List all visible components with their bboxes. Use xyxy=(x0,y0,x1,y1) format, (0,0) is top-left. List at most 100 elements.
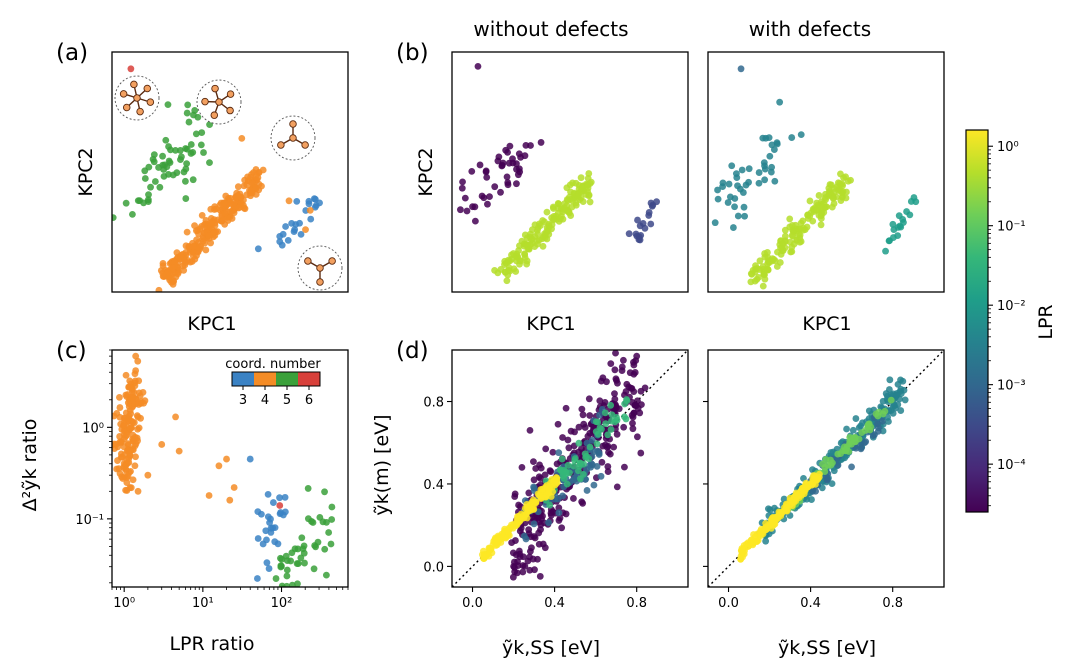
scatter-point xyxy=(815,211,823,219)
scatter-point xyxy=(494,269,502,277)
scatter-point xyxy=(571,428,578,436)
scatter-point xyxy=(532,498,540,506)
scatter-point xyxy=(882,247,889,255)
scatter-point xyxy=(815,192,823,199)
scatter-point xyxy=(182,248,190,256)
scatter-point xyxy=(519,562,527,569)
scatter-point xyxy=(321,545,329,553)
scatter-point xyxy=(328,516,336,523)
scatter-point xyxy=(112,214,117,221)
scatter-point xyxy=(618,363,626,371)
scatter-point xyxy=(525,526,533,534)
scatter-point xyxy=(603,378,610,386)
x-tick-label: 0.0 xyxy=(718,596,739,611)
scatter-point xyxy=(216,201,224,209)
scatter-point xyxy=(637,387,645,395)
scatter-point xyxy=(812,487,819,495)
scatter-point xyxy=(515,150,523,158)
scatter-point xyxy=(604,468,612,475)
scatter-point xyxy=(768,141,776,149)
scatter-point xyxy=(564,208,572,216)
scatter-point xyxy=(136,392,144,400)
scatter-point xyxy=(144,471,152,479)
scatter-point xyxy=(848,463,855,471)
scatter-point xyxy=(537,495,545,503)
scatter-point xyxy=(792,221,799,229)
scatter-point xyxy=(879,417,886,425)
scatter-point xyxy=(305,200,313,208)
scatter-point xyxy=(827,461,835,469)
scatter-point xyxy=(875,424,882,432)
scatter-point xyxy=(531,221,539,229)
colorbar-label: LPR xyxy=(1035,304,1057,339)
scatter-point xyxy=(297,230,305,238)
scatter-point xyxy=(309,519,317,526)
scatter-point xyxy=(731,195,739,202)
scatter-point xyxy=(830,188,838,196)
scatter-point xyxy=(127,447,134,455)
scatter-point xyxy=(191,107,199,114)
scatter-point xyxy=(788,134,796,141)
scatter-point xyxy=(207,239,215,247)
scatter-point xyxy=(141,175,149,182)
scatter-point xyxy=(531,534,539,542)
scatter-point xyxy=(836,179,844,187)
scatter-point xyxy=(151,178,159,185)
scatter-point xyxy=(206,121,213,129)
xlabel-b-right: KPC1 xyxy=(802,313,851,335)
scatter-point xyxy=(189,252,197,260)
plot-b-right xyxy=(707,51,945,293)
scatter-point xyxy=(546,501,554,509)
scatter-point xyxy=(210,229,218,236)
scatter-point xyxy=(783,501,791,509)
scatter-point xyxy=(586,412,594,419)
scatter-point xyxy=(769,255,776,263)
scatter-point xyxy=(116,413,124,421)
scatter-point xyxy=(550,205,557,212)
scatter-point xyxy=(585,395,593,403)
scatter-point xyxy=(505,266,513,274)
colorbar: 10⁰ 10⁻¹ 10⁻² 10⁻³ 10⁻⁴ xyxy=(965,129,1026,513)
plot-a xyxy=(111,51,349,293)
scatter-point xyxy=(894,232,902,240)
scatter-point xyxy=(509,250,517,257)
scatter-point xyxy=(269,524,277,532)
scatter-point xyxy=(566,181,574,189)
scatter-point xyxy=(846,440,853,448)
scatter-point xyxy=(307,215,315,223)
scatter-point xyxy=(906,211,914,219)
scatter-point xyxy=(571,457,579,464)
scatter-point xyxy=(227,199,234,207)
scatter-point xyxy=(621,463,628,471)
scatter-point xyxy=(198,129,206,136)
scatter-point xyxy=(136,197,144,205)
scatter-point xyxy=(223,208,231,215)
scatter-point xyxy=(519,568,527,576)
molecule-glyph xyxy=(114,75,160,121)
axes-frame xyxy=(707,51,945,293)
scatter-point xyxy=(302,226,309,234)
scatter-point xyxy=(890,226,898,233)
scatter-point xyxy=(536,572,544,580)
scatter-point xyxy=(283,572,291,580)
scatter-point xyxy=(526,426,534,434)
scatter-point xyxy=(554,420,562,428)
scatter-point xyxy=(189,176,197,184)
scatter-point xyxy=(869,432,877,439)
colorbar-tick-label: 10⁻¹ xyxy=(997,220,1026,235)
scatter-point xyxy=(607,360,615,368)
scatter-point xyxy=(769,521,777,529)
scatter-point xyxy=(755,169,763,176)
scatter-point xyxy=(485,552,493,560)
scatter-point xyxy=(757,532,765,540)
scatter-point xyxy=(859,419,866,427)
scatter-point xyxy=(254,174,262,181)
scatter-point xyxy=(604,463,612,470)
colorbar-tick-label: 10⁰ xyxy=(997,140,1019,155)
scatter-point xyxy=(181,257,189,265)
scatter-point xyxy=(252,184,259,191)
scatter-point xyxy=(545,489,553,497)
scatter-point xyxy=(613,483,621,491)
colorbar-tick-label: 10⁻³ xyxy=(997,379,1026,394)
